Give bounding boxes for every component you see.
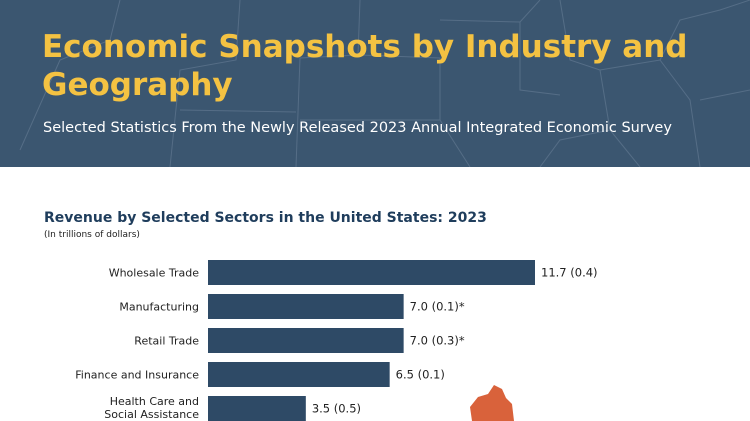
us-map-background bbox=[19, 0, 750, 167]
bar-3 bbox=[208, 362, 390, 387]
chart-title: Revenue by Selected Sectors in the Unite… bbox=[44, 210, 487, 226]
page-subtitle: Selected Statistics From the Newly Relea… bbox=[43, 120, 672, 136]
value-label: 3.5 (0.5) bbox=[312, 402, 361, 416]
value-label: 11.7 (0.4) bbox=[541, 266, 598, 280]
category-label: Retail Trade bbox=[134, 335, 199, 348]
revenue-bar-chart: Wholesale Trade 11.7 (0.4) Manufacturing 7.… bbox=[75, 260, 598, 421]
value-label: 6.5 (0.1) bbox=[396, 368, 445, 382]
bar-1 bbox=[208, 294, 404, 319]
category-label: Wholesale Trade bbox=[109, 267, 200, 280]
header-banner: Economic Snapshots by Industry and Geogr… bbox=[0, 0, 750, 167]
chart-unit-note: (In trillions of dollars) bbox=[44, 230, 140, 240]
bar-2 bbox=[208, 328, 404, 353]
bar-0 bbox=[208, 260, 535, 285]
category-label: Finance and Insurance bbox=[75, 369, 199, 382]
category-label: Health Care and Social Assistance bbox=[104, 395, 199, 421]
bar-4 bbox=[208, 396, 306, 421]
value-label: 7.0 (0.3)* bbox=[410, 334, 465, 348]
category-label: Manufacturing bbox=[119, 301, 199, 314]
alaska-map-shape bbox=[470, 385, 514, 421]
value-label: 7.0 (0.1)* bbox=[410, 300, 465, 314]
page-title: Economic Snapshots by Industry and Geogr… bbox=[42, 29, 688, 103]
